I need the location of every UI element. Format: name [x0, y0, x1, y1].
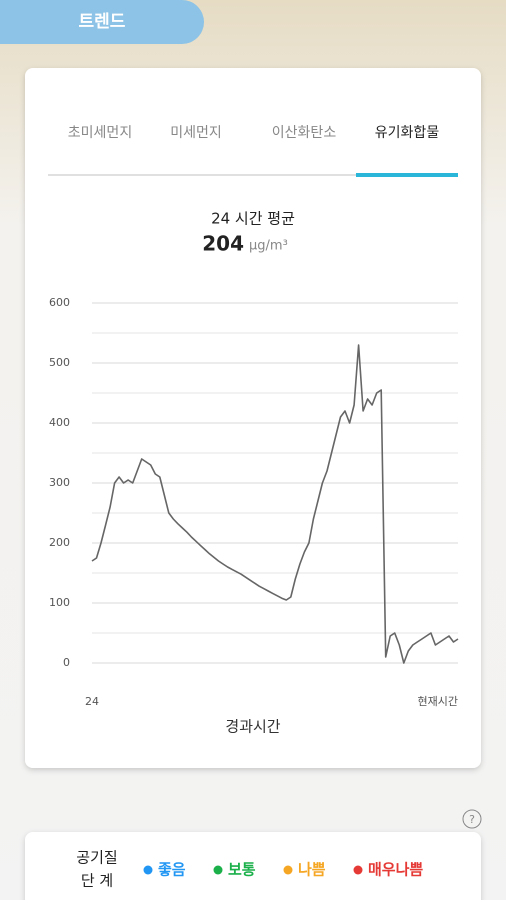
x-end-label: 현재시간	[418, 695, 458, 708]
chart-card	[25, 68, 481, 768]
y-tick-label: 100	[49, 596, 70, 609]
data-line	[91, 344, 459, 664]
y-tick-label: 0	[63, 656, 70, 669]
legend-title: 단 계	[81, 872, 113, 890]
y-tick-label: 500	[49, 356, 70, 369]
tab[interactable]: 미세먼지	[170, 125, 222, 141]
legend-label: 매우나쁨	[368, 861, 423, 879]
header-pill	[0, 0, 204, 44]
legend-title: 공기질	[76, 849, 117, 867]
legend-dot	[213, 865, 223, 875]
legend-dot	[353, 865, 363, 875]
summary-value: 204	[202, 232, 244, 256]
summary-label: 24 시간 평균	[211, 210, 295, 228]
tab[interactable]: 이산화탄소	[272, 125, 337, 141]
legend-dot	[143, 865, 153, 875]
x-start-label: 24	[85, 695, 99, 708]
summary-unit: μg/m³	[249, 239, 288, 254]
help-icon-glyph: ?	[469, 813, 475, 826]
legend-card	[25, 832, 481, 904]
help-icon[interactable]	[462, 809, 482, 829]
tab[interactable]: 유기화합물	[375, 125, 440, 141]
legend-dot	[283, 865, 293, 875]
y-tick-label: 200	[49, 536, 70, 549]
y-tick-label: 600	[49, 296, 70, 309]
legend-label: 보통	[228, 861, 256, 879]
y-tick-label: 400	[49, 416, 70, 429]
y-tick-label: 300	[49, 476, 70, 489]
tab-indicator	[356, 173, 458, 177]
legend-label: 좋음	[158, 861, 186, 879]
legend-label: 나쁨	[298, 861, 326, 879]
tab[interactable]: 초미세먼지	[68, 125, 132, 141]
x-axis-label: 경과시간	[225, 718, 280, 736]
header-title: 트렌드	[79, 12, 126, 32]
